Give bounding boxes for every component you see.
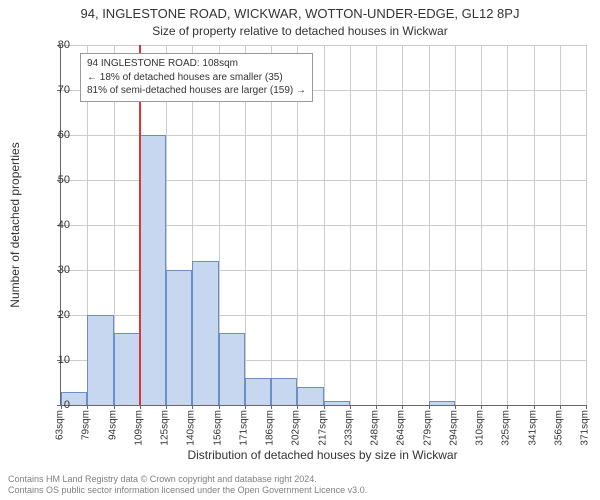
xtick-label: 248sqm [370, 410, 381, 446]
footer-line-1: Contains HM Land Registry data © Crown c… [8, 474, 367, 485]
xtick-mark [586, 405, 587, 409]
histogram-bar [324, 401, 350, 406]
xtick-mark [140, 405, 141, 409]
histogram-bar [245, 378, 271, 405]
xtick-mark [402, 405, 403, 409]
xtick-label: 325sqm [501, 410, 512, 446]
page-title: 94, INGLESTONE ROAD, WICKWAR, WOTTON-UND… [0, 6, 600, 21]
xtick-mark [507, 405, 508, 409]
xtick-mark [481, 405, 482, 409]
gridline-v [455, 45, 456, 405]
xtick-label: 94sqm [107, 410, 118, 440]
xtick-label: 233sqm [343, 410, 354, 446]
gridline-v [534, 45, 535, 405]
footer-line-2: Contains OS public sector information li… [8, 485, 367, 496]
xtick-label: 279sqm [422, 410, 433, 446]
xtick-label: 140sqm [186, 410, 197, 446]
xtick-label: 156sqm [212, 410, 223, 446]
gridline-v [560, 45, 561, 405]
annotation-box: 94 INGLESTONE ROAD: 108sqm ← 18% of deta… [80, 53, 313, 102]
xtick-label: 171sqm [238, 410, 249, 446]
ytick-label: 80 [40, 39, 70, 51]
xtick-label: 371sqm [580, 410, 591, 446]
xtick-mark [114, 405, 115, 409]
histogram-bar [219, 333, 245, 405]
ytick-label: 60 [40, 129, 70, 141]
xtick-label: 63sqm [55, 410, 66, 440]
annotation-line-3: 81% of semi-detached houses are larger (… [87, 84, 306, 98]
gridline-v [402, 45, 403, 405]
gridline-v [376, 45, 377, 405]
gridline-v [429, 45, 430, 405]
xtick-mark [455, 405, 456, 409]
xtick-mark [271, 405, 272, 409]
histogram-bar [166, 270, 192, 405]
xtick-mark [219, 405, 220, 409]
histogram-bar [87, 315, 113, 405]
gridline-v [350, 45, 351, 405]
ytick-label: 70 [40, 84, 70, 96]
xtick-label: 109sqm [133, 410, 144, 446]
histogram-bar [297, 387, 323, 405]
ytick-label: 30 [40, 264, 70, 276]
gridline-v [324, 45, 325, 405]
xtick-mark [560, 405, 561, 409]
histogram-bar [114, 333, 140, 405]
xtick-label: 356sqm [553, 410, 564, 446]
xtick-mark [376, 405, 377, 409]
xtick-label: 79sqm [81, 410, 92, 440]
xtick-mark [534, 405, 535, 409]
xtick-label: 125sqm [160, 410, 171, 446]
xtick-mark [324, 405, 325, 409]
xtick-mark [87, 405, 88, 409]
gridline-v [586, 45, 587, 405]
chart-container: 94, INGLESTONE ROAD, WICKWAR, WOTTON-UND… [0, 0, 600, 500]
xtick-label: 202sqm [291, 410, 302, 446]
histogram-bar [192, 261, 218, 405]
xtick-label: 341sqm [527, 410, 538, 446]
gridline-v [481, 45, 482, 405]
x-axis-label: Distribution of detached houses by size … [60, 448, 585, 462]
xtick-label: 310sqm [475, 410, 486, 446]
xtick-label: 186sqm [265, 410, 276, 446]
gridline-v [507, 45, 508, 405]
histogram-bar [140, 135, 166, 405]
histogram-bar [429, 401, 455, 406]
xtick-mark [192, 405, 193, 409]
ytick-label: 40 [40, 219, 70, 231]
ytick-label: 50 [40, 174, 70, 186]
y-axis-label: Number of detached properties [8, 45, 22, 405]
histogram-bar [271, 378, 297, 405]
xtick-mark [350, 405, 351, 409]
annotation-line-1: 94 INGLESTONE ROAD: 108sqm [87, 57, 306, 71]
ytick-label: 10 [40, 354, 70, 366]
xtick-mark [245, 405, 246, 409]
xtick-label: 264sqm [396, 410, 407, 446]
xtick-label: 217sqm [317, 410, 328, 446]
xtick-mark [166, 405, 167, 409]
footer-attribution: Contains HM Land Registry data © Crown c… [8, 474, 367, 497]
chart-subtitle: Size of property relative to detached ho… [0, 24, 600, 38]
annotation-line-2: ← 18% of detached houses are smaller (35… [87, 71, 306, 85]
xtick-label: 294sqm [448, 410, 459, 446]
ytick-label: 20 [40, 309, 70, 321]
xtick-mark [429, 405, 430, 409]
xtick-mark [297, 405, 298, 409]
